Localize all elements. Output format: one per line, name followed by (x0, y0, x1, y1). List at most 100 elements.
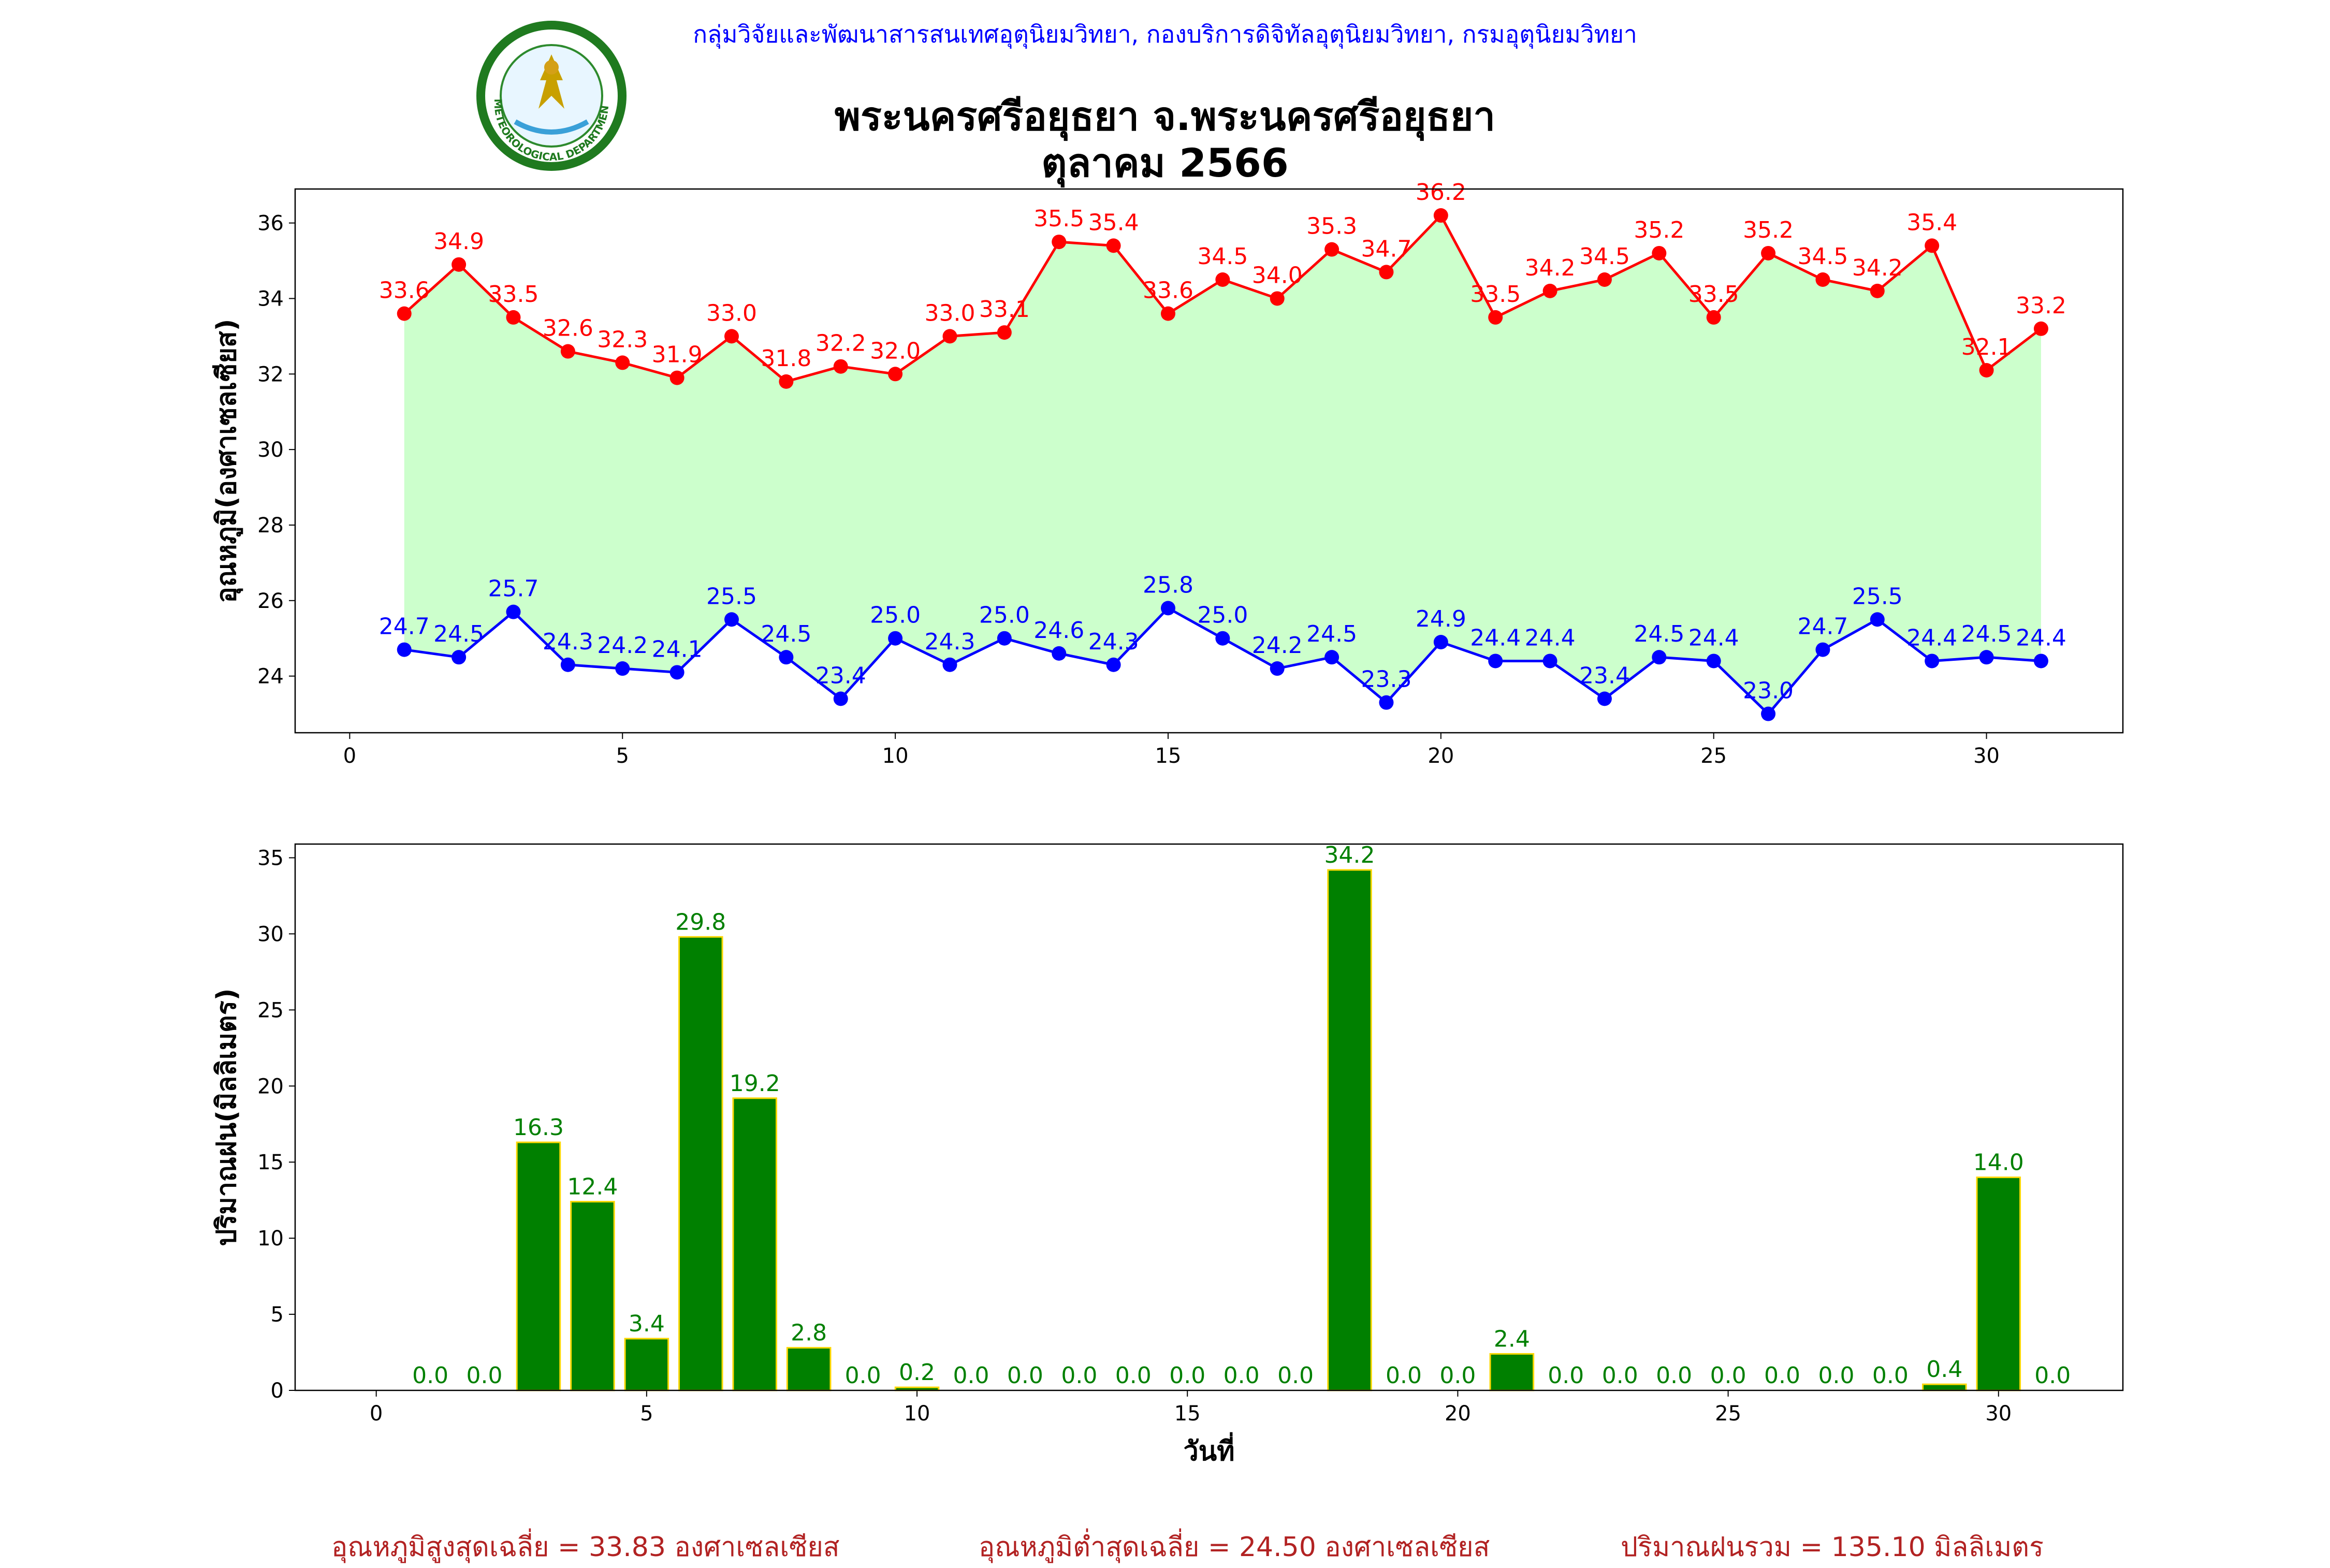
rain-data-label: 0.0 (1115, 1362, 1152, 1389)
min-temp-data-label: 24.5 (433, 621, 484, 647)
min-temp-data-label: 23.0 (1743, 678, 1794, 704)
rain-x-tick-label: 30 (1985, 1402, 2012, 1426)
temp-y-tick-label: 32 (257, 362, 284, 386)
rain-y-tick-label: 35 (257, 846, 284, 870)
min-temp-point (1979, 650, 1994, 665)
min-temp-point (888, 631, 903, 646)
rain-data-label: 0.0 (1061, 1362, 1097, 1389)
min-temp-point (1925, 654, 1940, 669)
min-temp-data-label: 23.4 (816, 662, 866, 689)
max-temp-point (2033, 321, 2048, 336)
min-temp-point (1215, 631, 1230, 646)
max-temp-point (1761, 245, 1776, 260)
max-temp-data-label: 33.6 (379, 278, 430, 304)
rain-data-label: 0.0 (1872, 1362, 1909, 1389)
max-temp-point (1106, 238, 1121, 253)
logo-deity-figure (538, 54, 564, 109)
min-temp-data-label: 24.5 (1961, 621, 2012, 647)
max-temp-point (724, 329, 739, 344)
max-temp-point (1215, 272, 1230, 287)
max-temp-data-label: 33.5 (488, 281, 539, 308)
min-temp-data-label: 24.4 (2016, 625, 2066, 651)
min-temp-point (942, 657, 957, 672)
rain-x-axis-label: วันที่ (1183, 1432, 1234, 1467)
rain-data-label: 0.0 (1602, 1362, 1638, 1389)
rain-y-tick-label: 15 (257, 1151, 284, 1174)
max-temp-data-label: 35.3 (1306, 213, 1357, 240)
max-temp-point (1052, 235, 1067, 250)
rain-data-label: 3.4 (629, 1311, 665, 1337)
temp-y-tick-label: 30 (257, 438, 284, 462)
rain-bar (516, 1141, 561, 1391)
temp-x-tick-label: 15 (1155, 744, 1182, 768)
min-temp-point (615, 661, 630, 676)
rain-y-tick-label: 20 (257, 1075, 284, 1098)
max-temp-data-label: 34.5 (1797, 243, 1848, 270)
rain-y-tick-label: 30 (257, 922, 284, 946)
min-temp-point (1488, 654, 1503, 669)
max-temp-point (1706, 310, 1721, 325)
max-temp-data-label: 35.4 (1906, 209, 1957, 236)
rain-x-tick-label: 0 (370, 1402, 383, 1426)
rain-bar (786, 1347, 832, 1391)
min-temp-point (506, 604, 521, 619)
min-temp-data-label: 24.3 (924, 629, 975, 655)
temp-plot-frame (294, 188, 2124, 734)
rain-bar (570, 1201, 615, 1391)
rain-data-label: 14.0 (1973, 1150, 2024, 1176)
max-temp-point (1160, 306, 1175, 321)
max-temp-data-label: 32.3 (597, 326, 648, 353)
rain-data-label: 0.0 (412, 1362, 448, 1389)
min-temp-data-label: 24.4 (1525, 625, 1576, 651)
rain-data-label: 12.4 (567, 1174, 618, 1200)
max-temp-point (942, 329, 957, 344)
min-temp-data-label: 24.4 (1906, 625, 1957, 651)
rain-data-label: 2.4 (1494, 1326, 1530, 1352)
min-temp-data-label: 24.9 (1416, 606, 1466, 632)
max-temp-data-label: 34.7 (1361, 236, 1411, 262)
min-temp-data-label: 24.7 (379, 614, 430, 640)
rain-x-tick-label: 25 (1715, 1402, 1741, 1426)
rain-y-tick-label: 5 (271, 1303, 284, 1327)
max-temp-point (452, 257, 467, 272)
max-temp-data-label: 33.2 (2016, 293, 2066, 319)
rain-y-tick-label: 10 (257, 1227, 284, 1251)
rain-data-label: 0.0 (1169, 1362, 1205, 1389)
min-temp-data-label: 24.7 (1797, 614, 1848, 640)
min-temp-point (779, 650, 794, 665)
min-temp-point (1052, 646, 1067, 661)
max-temp-point (615, 355, 630, 370)
max-temp-data-label: 32.2 (816, 330, 866, 357)
min-temp-point (1542, 654, 1557, 669)
rain-data-label: 0.0 (953, 1362, 989, 1389)
min-temp-point (724, 612, 739, 627)
rain-bar (678, 936, 723, 1391)
min-temp-point (833, 691, 848, 706)
min-temp-data-label: 24.4 (1688, 625, 1739, 651)
chart-title: พระนครศรีอยุธยา จ.พระนครศรีอยุธยา (834, 93, 1496, 139)
rain-data-label: 19.2 (730, 1070, 780, 1097)
max-temp-data-label: 35.2 (1634, 217, 1684, 243)
max-temp-point (1652, 245, 1667, 260)
min-temp-point (1160, 601, 1175, 616)
min-temp-point (1815, 642, 1830, 657)
min-temp-data-label: 25.5 (706, 583, 757, 609)
logo-crown (544, 60, 559, 75)
min-temp-point (1706, 654, 1721, 669)
min-temp-point (1106, 657, 1121, 672)
min-temp-data-label: 24.1 (652, 636, 703, 662)
max-temp-data-label: 33.1 (979, 296, 1030, 323)
rain-y-axis-label: ปริมาณฝน(มิลลิเมตร) (211, 989, 242, 1246)
temp-x-tick-label: 0 (343, 744, 356, 768)
temp-y-tick-label: 26 (257, 589, 284, 613)
max-temp-data-label: 31.8 (761, 345, 811, 372)
rain-bar (1922, 1383, 1967, 1391)
min-temp-point (560, 657, 575, 672)
max-temp-data-label: 34.5 (1197, 243, 1248, 270)
max-temp-point (1597, 272, 1612, 287)
max-temp-data-label: 32.6 (543, 315, 593, 342)
max-temp-data-label: 32.0 (870, 338, 921, 364)
rain-data-label: 0.0 (1710, 1362, 1746, 1389)
max-temp-data-label: 33.0 (924, 300, 975, 326)
rain-data-label: 0.0 (1277, 1362, 1314, 1389)
